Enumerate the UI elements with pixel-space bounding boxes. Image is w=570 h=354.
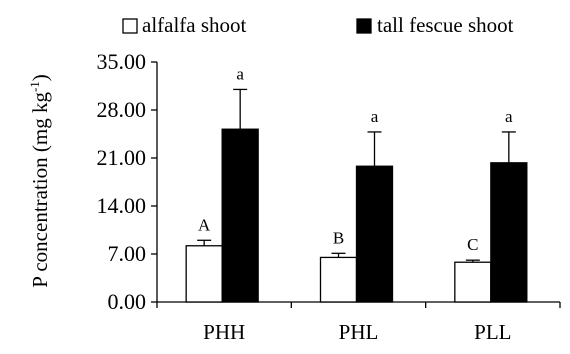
significance-label-tall-fescue-shoot-phl: a [371,107,379,126]
significance-label-alfalfa-shoot-phl: B [333,228,344,247]
significance-label-alfalfa-shoot-phh: A [198,215,211,234]
legend-swatch-tall-fescue-shoot [356,18,372,34]
bars: Aa Ba Ca [185,64,528,303]
y-tick-label: 21.00 [97,145,147,170]
x-tick-label-phl: PHL [339,320,379,344]
x-tick-label-pll: PLL [474,320,511,344]
y-tick-label: 14.00 [97,193,147,218]
significance-label-tall-fescue-shoot-phh: a [236,64,244,83]
bar-tall-fescue-shoot-phh [221,128,259,303]
bar-alfalfa-shoot-phh [185,245,223,303]
bar-tall-fescue-shoot-pll [490,162,528,303]
legend: alfalfa shoot tall fescue shoot [122,13,514,37]
y-tick-label: 28.00 [97,97,147,122]
bar-alfalfa-shoot-pll [454,261,492,303]
y-axis-label-main: P concentration (mg kg [28,92,52,288]
significance-label-tall-fescue-shoot-pll: a [505,107,513,126]
y-tick-label: 0.00 [108,289,147,314]
y-tick-label: 35.00 [97,49,147,74]
y-axis-label-superscript: -1 [27,81,42,92]
bar-alfalfa-shoot-phl [319,256,358,303]
y-tick-label: 7.00 [108,241,147,266]
axes: 0.00 7.00 14.00 21.00 28.00 35.00 PHH PHL PLL [97,49,561,344]
legend-label-alfalfa-shoot: alfalfa shoot [142,13,247,37]
legend-swatch-alfalfa-shoot [122,18,138,34]
legend-label-tall-fescue-shoot: tall fescue shoot [377,13,514,37]
bar-tall-fescue-shoot-phl [355,165,394,303]
y-axis-label-close: ) [28,74,52,81]
significance-label-alfalfa-shoot-pll: C [467,235,478,254]
x-tick-label-phh: PHH [203,320,245,344]
y-axis-label: P concentration (mg kg-1) [27,74,52,288]
